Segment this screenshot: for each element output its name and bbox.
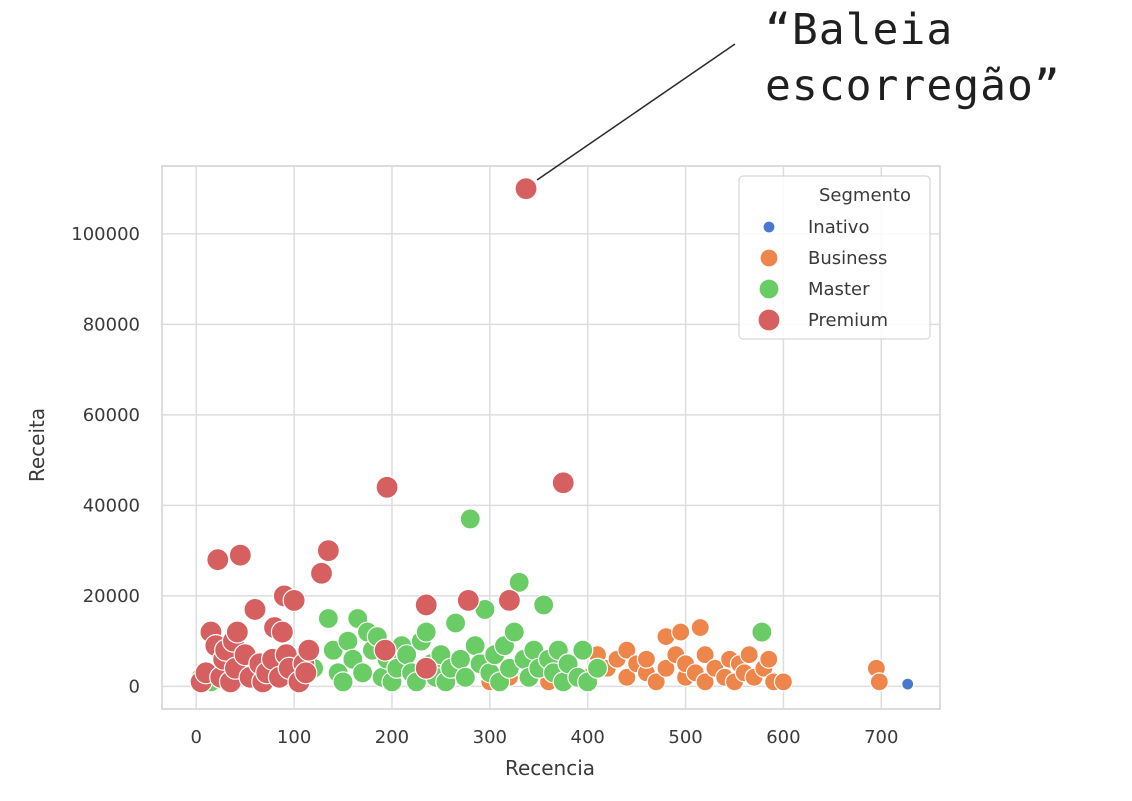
point-master [415, 621, 437, 643]
point-premium [297, 638, 321, 662]
point-business [617, 667, 637, 687]
point-premium [456, 588, 480, 613]
point-master [533, 594, 555, 616]
point-master [586, 657, 609, 679]
point-premium [282, 588, 306, 613]
x-tick-label: 200 [375, 727, 409, 748]
point-premium [243, 597, 267, 622]
point-premium [206, 548, 230, 572]
annotation-text: “Baleia escorregão” [765, 5, 1061, 111]
legend-marker-master [758, 278, 780, 300]
y-tick-label: 60000 [83, 405, 140, 426]
x-ticks: 0 100 200 300 400 500 600 700 [191, 727, 899, 748]
y-tick-label: 40000 [83, 495, 140, 516]
point-business [671, 622, 691, 642]
point-premium [551, 471, 575, 495]
point-master [751, 621, 773, 643]
point-business [656, 658, 676, 678]
legend-marker-inativo [762, 220, 776, 234]
point-premium [225, 620, 249, 644]
point-business [695, 672, 715, 692]
point-master [332, 671, 354, 693]
x-tick-label: 300 [473, 727, 507, 748]
point-premium [309, 561, 334, 585]
x-tick-label: 400 [571, 727, 605, 748]
point-master [508, 571, 530, 593]
legend-title: Segmento [819, 185, 911, 206]
point-master [317, 607, 339, 630]
point-master [444, 612, 467, 634]
legend-label-business: Business [808, 248, 887, 269]
point-business [690, 617, 710, 638]
legend-label-inativo: Inativo [808, 217, 869, 238]
point-premium [375, 475, 399, 499]
point-master [459, 508, 481, 530]
y-tick-label: 0 [129, 676, 140, 697]
x-tick-label: 500 [668, 727, 702, 748]
point-master [454, 666, 476, 688]
point-master [352, 662, 374, 684]
point-premium [373, 638, 397, 662]
point-premium [514, 177, 538, 201]
point-master [503, 621, 525, 643]
point-business [869, 672, 889, 692]
point-premium [497, 588, 522, 613]
legend: Segmento Inativo Business Master Premium [738, 175, 931, 340]
point-inativo [901, 677, 915, 691]
y-ticks: 0 20000 40000 60000 80000 100000 [71, 224, 140, 698]
x-axis-label: Recencia [505, 756, 595, 780]
x-tick-label: 700 [864, 727, 898, 748]
annotation-pointer [536, 43, 736, 181]
y-axis-label: Receita [25, 408, 49, 482]
point-premium [316, 539, 340, 563]
y-tick-label: 80000 [83, 314, 140, 335]
point-business [773, 672, 794, 692]
y-tick-label: 100000 [71, 224, 140, 245]
x-tick-label: 600 [766, 727, 800, 748]
point-business [695, 645, 715, 665]
point-business [646, 672, 666, 692]
x-tick-label: 100 [277, 727, 311, 748]
legend-box [738, 175, 931, 340]
point-master [337, 630, 359, 652]
data-points [189, 177, 915, 694]
point-premium [228, 543, 252, 567]
point-master [464, 635, 486, 657]
point-business [636, 649, 657, 669]
point-business [617, 640, 637, 660]
legend-marker-premium [757, 308, 781, 332]
x-tick-label: 0 [191, 727, 202, 748]
legend-marker-business [759, 248, 779, 268]
point-premium [294, 661, 318, 685]
point-business [759, 649, 779, 669]
point-master [572, 639, 594, 661]
point-premium [414, 656, 438, 680]
legend-label-premium: Premium [808, 310, 888, 331]
point-premium [270, 620, 294, 644]
y-tick-label: 20000 [83, 586, 140, 607]
legend-label-master: Master [808, 279, 870, 300]
point-business [739, 645, 759, 665]
point-premium [414, 593, 438, 617]
